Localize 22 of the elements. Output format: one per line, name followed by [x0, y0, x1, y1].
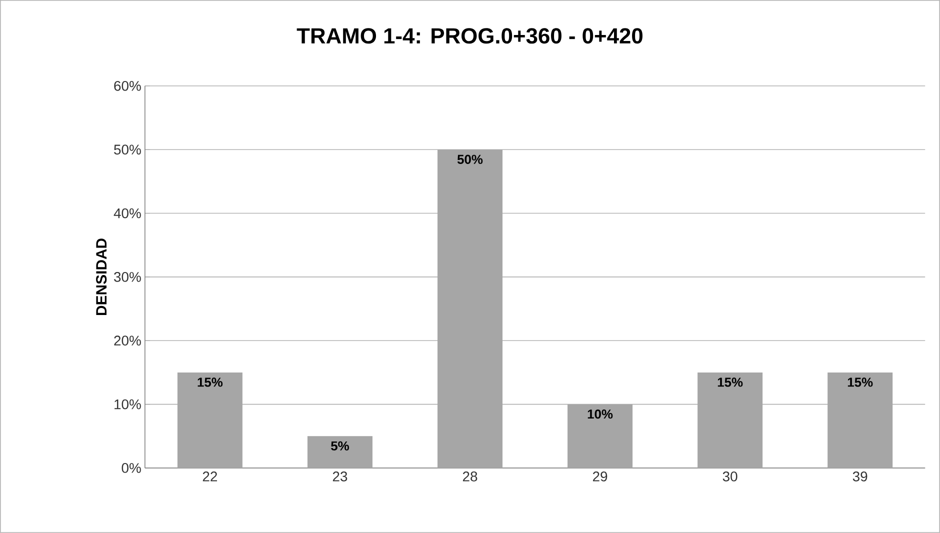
data-label: 5% — [331, 441, 349, 451]
data-label: 10% — [588, 410, 613, 419]
x-tick-label: 23 — [332, 472, 348, 482]
y-tick-label: 20% — [114, 336, 141, 346]
y-tick-label: 30% — [114, 272, 141, 282]
data-label: 15% — [848, 378, 873, 387]
x-tick-label: 30 — [722, 472, 738, 482]
y-tick-label: 0% — [122, 463, 141, 473]
y-tick-label: 40% — [114, 208, 141, 218]
data-label: 15% — [718, 378, 743, 387]
y-tick-label: 10% — [114, 399, 141, 410]
y-axis-title: DENSIDAD — [96, 238, 107, 316]
bar — [307, 436, 372, 468]
x-tick-label: 28 — [462, 472, 478, 482]
data-label: 50% — [457, 154, 483, 164]
chart-title: TRAMO 1-4: PROG.0+360 - 0+420 — [296, 28, 642, 44]
x-tick-label: 22 — [202, 472, 218, 482]
x-tick-label: 39 — [852, 472, 868, 482]
y-tick-label: 60% — [114, 81, 141, 91]
x-tick-label: 29 — [592, 472, 608, 482]
y-tick-label: 50% — [114, 144, 141, 155]
data-label: 15% — [198, 378, 223, 387]
